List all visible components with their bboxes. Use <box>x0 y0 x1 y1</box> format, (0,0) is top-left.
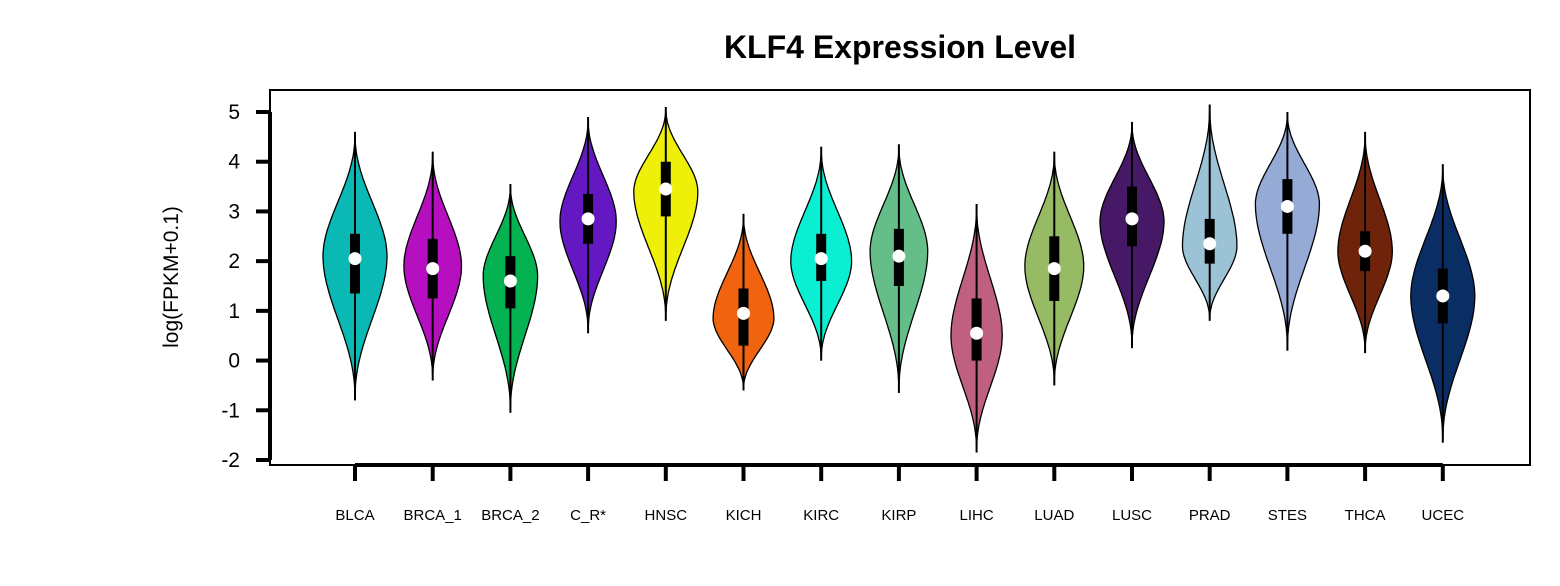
violin-lihc <box>950 203 1003 453</box>
x-tick-label: KIRP <box>881 507 916 524</box>
x-tick-label: UCEC <box>1422 507 1465 524</box>
violin-layer <box>322 104 1476 453</box>
x-tick-label: THCA <box>1345 507 1386 524</box>
violin-ucec <box>1410 164 1476 443</box>
violin-brca-1 <box>403 151 463 381</box>
x-tick-label: LUAD <box>1034 507 1074 524</box>
violin-median-point <box>1280 199 1294 213</box>
violin-median-point <box>1125 212 1139 226</box>
violin-median-point <box>503 274 517 288</box>
y-tick-label: 0 <box>228 350 240 373</box>
violin-prad <box>1181 104 1238 321</box>
violin-median-point <box>892 249 906 263</box>
x-tick-label: LUSC <box>1112 507 1152 524</box>
violin-median-point <box>737 306 750 320</box>
violin-kirc <box>790 146 853 361</box>
x-tick-label: BRCA_1 <box>404 507 462 524</box>
x-axis: BLCA BRCA_1 BRCA_2 C_R* HNSC KICH KIRC KIRP LIHC… <box>335 463 1465 524</box>
y-tick-label: 3 <box>228 200 240 223</box>
y-tick-label: 4 <box>228 151 240 174</box>
violin-c-r- <box>559 116 617 334</box>
violin-median-point <box>581 212 595 226</box>
x-tick-label: STES <box>1268 507 1307 524</box>
violin-median-point <box>814 252 828 266</box>
x-tick-label: C_R* <box>570 507 606 524</box>
violin-median-point <box>970 326 984 340</box>
violin-lusc <box>1099 121 1165 349</box>
violin-luad <box>1024 151 1085 386</box>
violin-brca-2 <box>482 184 539 413</box>
x-tick-label: HNSC <box>645 507 688 524</box>
x-tick-label: PRAD <box>1189 507 1231 524</box>
x-tick-label: BLCA <box>335 507 374 524</box>
violin-median-point <box>1436 289 1450 303</box>
y-tick-label: 5 <box>228 101 240 124</box>
y-tick-label: 1 <box>228 300 240 323</box>
violin-blca <box>322 131 388 401</box>
chart-title: KLF4 Expression Level <box>724 29 1076 65</box>
violin-median-point <box>659 182 673 196</box>
violin-kirp <box>869 144 929 393</box>
y-tick-label: -2 <box>221 449 240 472</box>
violin-median-point <box>348 252 362 266</box>
violin-median-point <box>1358 244 1372 258</box>
violin-hnsc <box>633 107 699 321</box>
violin-kich <box>712 213 775 391</box>
violin-stes <box>1254 112 1321 351</box>
y-axis: 5 4 3 2 1 0 -1 -2 <box>221 101 272 472</box>
y-tick-label: 2 <box>228 250 240 273</box>
x-tick-label: KICH <box>726 507 762 524</box>
y-axis-label: log(FPKM+0.1) <box>160 206 183 348</box>
x-tick-label: KIRC <box>803 507 839 524</box>
violin-median-point <box>426 262 440 276</box>
x-tick-label: LIHC <box>960 507 994 524</box>
violin-thca <box>1337 131 1393 354</box>
violin-median-point <box>1203 237 1217 251</box>
violin-median-point <box>1047 262 1061 276</box>
y-tick-label: -1 <box>221 399 240 422</box>
x-tick-label: BRCA_2 <box>481 507 539 524</box>
